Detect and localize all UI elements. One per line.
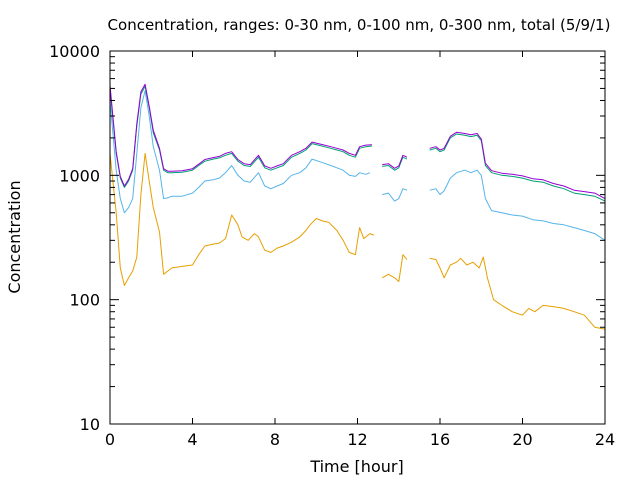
x-tick-label: 4	[187, 430, 197, 449]
series-line-4	[429, 131, 606, 200]
series-line-1	[429, 256, 606, 330]
series-line-4	[382, 154, 408, 169]
series-line-2	[382, 188, 408, 202]
chart-title: Concentration, ranges: 0-30 nm, 0-100 nm…	[108, 16, 611, 34]
y-tick-label: 10000	[49, 42, 100, 61]
x-tick-label: 20	[512, 430, 532, 449]
y-tick-label: 1000	[59, 166, 100, 185]
series-layer	[109, 83, 606, 330]
x-tick-label: 16	[430, 430, 450, 449]
plot-frame	[109, 50, 606, 425]
x-tick-label: 0	[105, 430, 115, 449]
series-line-4	[109, 83, 372, 187]
series-line-2	[109, 90, 371, 214]
series-line-1	[381, 254, 408, 282]
series-line-3	[429, 133, 606, 202]
series-line-1	[109, 152, 375, 286]
series-line-2	[429, 169, 606, 241]
x-tick-label: 8	[270, 430, 280, 449]
y-tick-label: 100	[69, 291, 100, 310]
x-tick-label: 12	[347, 430, 367, 449]
tick-layer: 0 4 8 12 16 20 24 10 100 1000 10000	[49, 42, 615, 449]
x-tick-label: 24	[595, 430, 615, 449]
y-tick-label: 10	[80, 415, 100, 434]
series-line-3	[382, 156, 408, 171]
x-axis-title: Time [hour]	[309, 457, 403, 476]
y-axis-title: Concentration	[5, 180, 24, 293]
series-line-3	[109, 85, 372, 188]
